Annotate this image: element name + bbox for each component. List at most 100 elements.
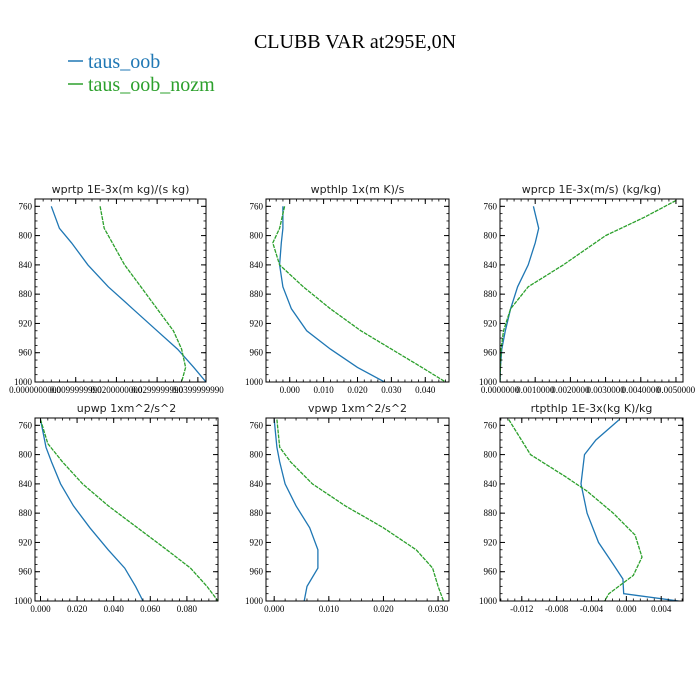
panel-frame [265,417,450,602]
panel-1: wprtp 1E-3x(m kg)/(s kg) 760 800 840 880 920 9… [9,183,224,395]
x-tick-label: 0.060 [140,604,161,614]
x-tick-label: 0.0040000 [622,385,661,395]
series-line-taus_oob [273,419,319,601]
x-tick-label: 0.0030000 [586,385,625,395]
x-tick-label: 0.0299999990 [131,385,183,395]
x-tick-label: -0.008 [545,604,569,614]
y-tick-label: 960 [19,567,33,577]
x-tick-label: 0.000 [616,604,637,614]
x-tick-label: 0.080 [177,604,198,614]
y-tick-label: 920 [19,318,33,328]
panel-4: upwp 1xm^2/s^2 760 800 840 880 920 960 10000.00… [14,402,219,614]
panel-2: wpthlp 1x(m K)/s 760 800 840 880 920 960 1000 0.… [245,183,450,395]
legend-label-taus-oob-nozm: taus_oob_nozm [88,74,215,96]
y-tick-label: 840 [484,260,498,270]
y-tick-label: 840 [484,479,498,489]
y-tick-label: 840 [250,479,264,489]
y-tick-label: 880 [484,289,498,299]
panel-frame [34,198,207,383]
y-tick-label: 800 [250,450,264,460]
y-tick-label: 800 [19,450,33,460]
x-tick-label: 0.000 [30,604,51,614]
x-tick-label: 0.020 [373,604,394,614]
y-tick-label: 800 [250,231,264,241]
series-line-taus_oob [50,206,206,382]
panel-frame [499,198,684,383]
y-tick-label: 920 [250,318,264,328]
panel-5: vpwp 1xm^2/s^2 760 800 840 880 920 960 10000.00… [245,402,450,614]
y-tick-label: 880 [19,289,33,299]
x-tick-label: 0.020 [347,385,368,395]
x-tick-label: 0.040 [415,385,436,395]
x-tick-label: 0.030 [428,604,449,614]
panel-title: wprcp 1E-3x(m/s) (kg/kg) [522,183,661,196]
x-tick-label: 0.020 [67,604,88,614]
y-tick-label: 960 [250,348,264,358]
panel-title: wpthlp 1x(m K)/s [311,183,405,196]
panel-title: vpwp 1xm^2/s^2 [308,402,407,415]
series-line-taus_oob [39,419,144,601]
series-line-taus_oob [278,206,385,382]
y-tick-label: 920 [484,318,498,328]
x-tick-label: 0.0050000 [657,385,696,395]
panel-title: upwp 1xm^2/s^2 [77,402,177,415]
x-tick-label: 0.004 [651,604,672,614]
series-line-taus_oob_nozm [39,419,218,601]
x-tick-label: 0.0200000000 [91,385,143,395]
series-line-taus_oob_nozm [272,206,446,382]
y-tick-label: 920 [250,537,264,547]
y-tick-label: 760 [484,420,498,430]
y-tick-label: 1000 [479,596,498,606]
x-tick-label: 0.040 [104,604,125,614]
x-tick-label: 0.0000000 [481,385,520,395]
y-tick-label: 880 [250,508,264,518]
panel-6: rtpthlp 1E-3x(kg K)/kg 760 800 840 880 920 960… [479,402,684,614]
series-line-taus_oob_nozm [276,419,445,601]
y-tick-label: 880 [250,289,264,299]
x-tick-label: 0.000 [280,385,301,395]
x-tick-label: 0.030 [381,385,402,395]
series-line-taus_oob_nozm [500,199,677,382]
figure-title: CLUBB VAR at295E,0N [254,31,456,53]
y-tick-label: 840 [19,479,33,489]
x-tick-label: 0.000 [264,604,285,614]
y-tick-label: 760 [19,201,33,211]
x-tick-label: 0.0010000 [516,385,555,395]
y-tick-label: 760 [250,420,264,430]
x-tick-label: 0.0399999990 [172,385,224,395]
legend-label-taus-oob: taus_oob [88,51,160,73]
panel-title: wprtp 1E-3x(m kg)/(s kg) [52,183,190,196]
y-tick-label: 800 [484,450,498,460]
y-tick-label: 960 [484,567,498,577]
y-tick-label: 800 [484,231,498,241]
y-tick-label: 760 [484,201,498,211]
y-tick-label: 1000 [14,596,33,606]
y-tick-label: 1000 [245,596,264,606]
legend: taus_oob taus_oob_nozm [68,51,215,96]
x-tick-label: -0.004 [580,604,604,614]
y-tick-label: 760 [19,420,33,430]
y-tick-label: 1000 [14,377,33,387]
y-tick-label: 760 [250,201,264,211]
y-tick-label: 960 [484,348,498,358]
panel-frame [34,417,219,602]
x-tick-label: 0.010 [319,604,340,614]
y-tick-label: 1000 [245,377,264,387]
x-tick-label: 0.0020000 [551,385,590,395]
series-line-taus_oob [500,206,540,382]
y-tick-label: 960 [250,567,264,577]
y-tick-label: 920 [484,537,498,547]
panel-frame [265,198,450,383]
series-line-taus_oob_nozm [99,206,187,382]
y-tick-label: 840 [19,260,33,270]
y-tick-label: 1000 [479,377,498,387]
series-line-taus_oob_nozm [508,419,643,601]
y-tick-label: 960 [19,348,33,358]
x-tick-label: 0.010 [313,385,334,395]
y-tick-label: 920 [19,537,33,547]
y-tick-label: 800 [19,231,33,241]
x-tick-label: 0.0099999990 [50,385,102,395]
y-tick-label: 840 [250,260,264,270]
y-tick-label: 880 [484,508,498,518]
